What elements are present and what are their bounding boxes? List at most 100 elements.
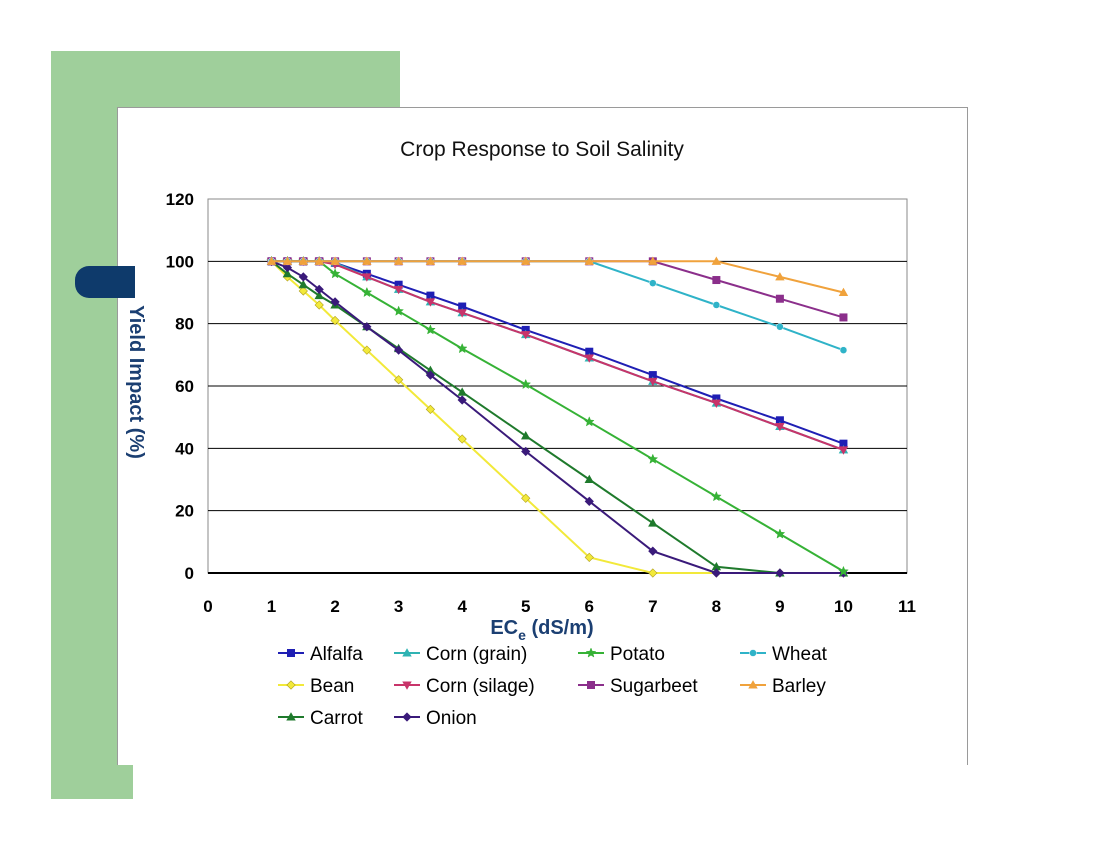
x-tick-label: 9 bbox=[775, 597, 784, 616]
data-point bbox=[647, 453, 659, 464]
data-point bbox=[648, 546, 658, 556]
data-point bbox=[711, 568, 721, 578]
x-tick-label: 5 bbox=[521, 597, 530, 616]
data-point bbox=[362, 345, 372, 355]
y-tick-label: 100 bbox=[166, 252, 194, 271]
data-point bbox=[425, 404, 436, 414]
series-layer bbox=[266, 255, 849, 578]
y-tick-label: 80 bbox=[175, 315, 194, 334]
data-point bbox=[584, 552, 594, 563]
legend-marker bbox=[286, 680, 296, 690]
x-tick-label: 2 bbox=[330, 597, 339, 616]
legend-label: Barley bbox=[772, 676, 826, 697]
legend-marker bbox=[286, 712, 296, 721]
legend-marker bbox=[402, 712, 412, 722]
data-point bbox=[521, 493, 531, 503]
data-point bbox=[298, 286, 308, 296]
data-point bbox=[775, 423, 785, 432]
data-point bbox=[775, 294, 784, 303]
decorative-white-cut bbox=[133, 764, 400, 804]
decorative-tab-pill bbox=[75, 266, 135, 298]
data-point bbox=[521, 431, 531, 440]
data-point bbox=[394, 345, 404, 355]
legend-marker bbox=[749, 649, 757, 657]
legend-item: Alfalfa bbox=[278, 644, 363, 665]
data-point bbox=[774, 528, 786, 539]
y-axis-label: Yield Impact (%) bbox=[125, 305, 147, 459]
data-point bbox=[584, 256, 594, 265]
legend-label: Wheat bbox=[772, 644, 828, 665]
data-point bbox=[776, 323, 784, 331]
legend-label: Onion bbox=[426, 708, 477, 729]
x-tick-label: 6 bbox=[585, 597, 594, 616]
legend-label: Carrot bbox=[310, 708, 364, 729]
legend-marker bbox=[748, 680, 758, 689]
data-point bbox=[648, 518, 658, 527]
data-point bbox=[314, 284, 324, 295]
data-point bbox=[298, 272, 308, 282]
legend-label: Bean bbox=[310, 676, 354, 697]
data-point bbox=[648, 256, 658, 265]
legend-item: Wheat bbox=[740, 644, 828, 665]
data-point bbox=[282, 262, 293, 273]
data-point bbox=[583, 416, 595, 427]
data-point bbox=[711, 256, 722, 265]
data-point bbox=[425, 370, 436, 380]
data-point bbox=[394, 375, 404, 385]
tick-labels: 0 20 40 60 80 100 120 0 1 2 3 4 5 6 7 8 9 10 11 bbox=[166, 190, 916, 616]
legend-label: Corn (grain) bbox=[426, 644, 527, 665]
data-point bbox=[775, 272, 785, 281]
data-point bbox=[457, 434, 467, 444]
data-point bbox=[712, 276, 721, 285]
legend-item: Potato bbox=[578, 644, 665, 665]
data-point bbox=[775, 568, 785, 578]
legend-marker bbox=[587, 681, 595, 689]
legend-item: Carrot bbox=[278, 708, 364, 729]
data-point bbox=[314, 290, 324, 300]
data-point bbox=[648, 377, 658, 387]
data-point bbox=[425, 256, 436, 265]
legend-marker bbox=[287, 649, 295, 657]
x-tick-label: 7 bbox=[648, 597, 657, 616]
legend-marker bbox=[585, 647, 597, 658]
data-point bbox=[711, 399, 722, 408]
x-tick-label: 1 bbox=[267, 597, 276, 616]
data-point bbox=[839, 313, 848, 322]
legend-label: Alfalfa bbox=[310, 644, 363, 665]
data-point bbox=[710, 490, 722, 502]
data-point bbox=[712, 301, 721, 309]
data-point bbox=[330, 256, 340, 265]
series-onion bbox=[266, 256, 849, 578]
data-point bbox=[393, 256, 404, 265]
data-point bbox=[425, 298, 436, 307]
data-point bbox=[521, 446, 531, 457]
legend-marker bbox=[402, 648, 412, 657]
data-point bbox=[838, 287, 849, 297]
data-point bbox=[282, 256, 293, 265]
data-point bbox=[393, 285, 404, 295]
data-point bbox=[648, 568, 658, 578]
x-tick-label: 10 bbox=[834, 597, 853, 616]
data-point bbox=[521, 331, 531, 340]
x-tick-label: 0 bbox=[203, 597, 212, 616]
data-point bbox=[329, 268, 341, 279]
legend-item: Corn (silage) bbox=[394, 676, 535, 697]
data-point bbox=[330, 315, 340, 326]
series-barley bbox=[266, 256, 849, 297]
y-tick-label: 120 bbox=[166, 190, 194, 209]
data-point bbox=[456, 342, 468, 354]
legend-label: Corn (silage) bbox=[426, 676, 535, 697]
legend-item: Corn (grain) bbox=[394, 644, 527, 665]
data-point bbox=[457, 395, 467, 405]
x-tick-label: 3 bbox=[394, 597, 403, 616]
data-point bbox=[584, 496, 594, 506]
data-point bbox=[314, 256, 324, 265]
data-point bbox=[361, 286, 373, 298]
y-tick-label: 40 bbox=[175, 439, 194, 458]
legend-item: Bean bbox=[278, 676, 354, 697]
data-point bbox=[457, 309, 467, 318]
legend-item: Sugarbeet bbox=[578, 676, 698, 697]
x-tick-label: 11 bbox=[898, 597, 916, 616]
data-point bbox=[393, 305, 405, 316]
